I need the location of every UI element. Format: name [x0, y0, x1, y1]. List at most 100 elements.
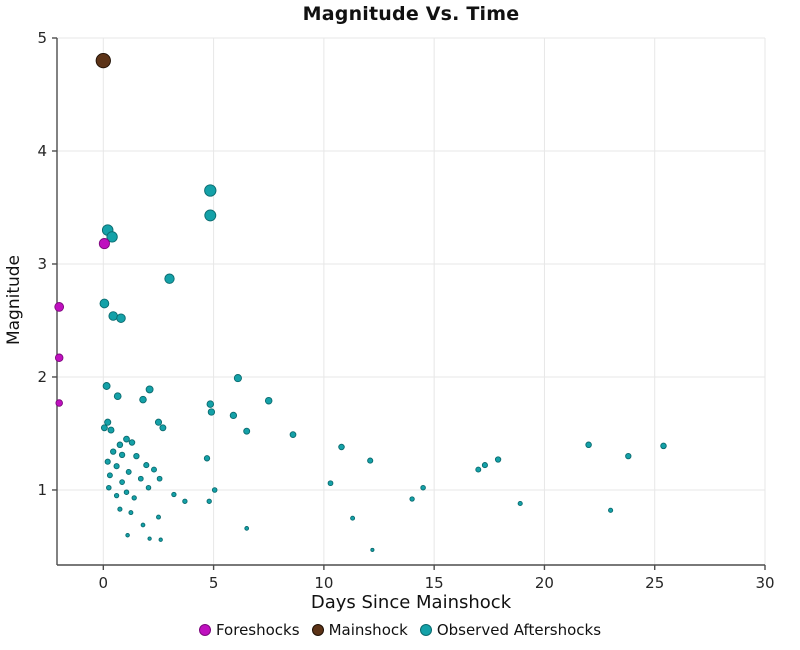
data-point-observed-aftershocks [110, 448, 117, 455]
legend-label: Foreshocks [215, 621, 300, 639]
data-point-observed-aftershocks [99, 298, 110, 309]
data-point-observed-aftershocks [289, 431, 297, 438]
data-point-observed-aftershocks [171, 491, 177, 498]
data-point-foreshocks [54, 302, 65, 312]
data-point-observed-aftershocks [123, 489, 130, 495]
legend-item-observed-aftershocks: Observed Aftershocks [419, 621, 602, 639]
data-point-observed-aftershocks [107, 426, 115, 434]
x-tick-label: 30 [755, 574, 774, 592]
data-point-observed-aftershocks [264, 396, 273, 405]
legend: Foreshocks Mainshock Observed Aftershocks [0, 621, 800, 639]
data-point-observed-aftershocks [139, 395, 147, 404]
data-point-observed-aftershocks [125, 468, 132, 475]
data-point-observed-aftershocks [350, 515, 356, 521]
legend-dot-mainshock [311, 624, 324, 636]
data-point-observed-aftershocks [123, 435, 130, 443]
data-point-observed-aftershocks [204, 209, 217, 222]
data-point-observed-aftershocks [116, 313, 126, 323]
data-point-observed-aftershocks [116, 441, 124, 449]
data-point-observed-aftershocks [147, 536, 152, 541]
data-point-observed-aftershocks [145, 385, 154, 394]
data-point-observed-aftershocks [585, 441, 592, 449]
data-point-observed-aftershocks [104, 418, 112, 426]
data-point-observed-aftershocks [113, 492, 120, 499]
data-point-observed-aftershocks [244, 526, 250, 531]
data-point-observed-aftershocks [106, 484, 112, 491]
y-tick-label: 3 [37, 255, 47, 273]
data-point-observed-aftershocks [338, 443, 345, 451]
x-tick-label: 15 [425, 574, 444, 592]
data-point-observed-aftershocks [370, 547, 375, 552]
x-tick-label: 5 [209, 574, 219, 592]
data-point-observed-aftershocks [140, 522, 146, 528]
data-point-observed-aftershocks [233, 374, 242, 383]
legend-dot-foreshocks [198, 624, 211, 636]
data-point-observed-aftershocks [151, 466, 157, 473]
data-point-observed-aftershocks [481, 462, 488, 469]
y-tick-label: 2 [37, 368, 47, 386]
data-point-observed-aftershocks [145, 484, 152, 491]
data-point-observed-aftershocks [143, 462, 150, 469]
data-point-observed-aftershocks [625, 452, 632, 460]
data-point-observed-aftershocks [206, 498, 212, 504]
data-point-observed-aftershocks [367, 457, 374, 464]
y-tick-label: 5 [37, 29, 47, 47]
data-point-observed-aftershocks [211, 487, 218, 493]
data-point-observed-aftershocks [117, 506, 123, 512]
x-tick-label: 10 [314, 574, 333, 592]
data-point-observed-aftershocks [113, 463, 120, 470]
data-point-observed-aftershocks [137, 475, 144, 482]
data-point-observed-aftershocks [131, 495, 137, 501]
data-point-observed-aftershocks [164, 273, 175, 284]
data-point-observed-aftershocks [102, 382, 111, 390]
data-point-observed-aftershocks [203, 455, 211, 462]
legend-item-foreshocks: Foreshocks [198, 621, 300, 639]
data-point-observed-aftershocks [100, 424, 108, 432]
legend-dot-observed-aftershocks [419, 624, 432, 636]
data-point-foreshocks [55, 399, 63, 407]
data-point-observed-aftershocks [159, 424, 167, 432]
data-point-observed-aftershocks [243, 427, 251, 435]
data-point-observed-aftershocks [108, 311, 118, 321]
data-point-observed-aftershocks [608, 507, 614, 513]
legend-item-mainshock: Mainshock [311, 621, 408, 639]
x-tick-label: 0 [99, 574, 109, 592]
x-tick-label: 20 [535, 574, 554, 592]
data-point-observed-aftershocks [118, 451, 126, 459]
x-tick-label: 25 [645, 574, 664, 592]
data-point-observed-aftershocks [125, 532, 130, 538]
data-point-observed-aftershocks [494, 456, 502, 463]
legend-label: Observed Aftershocks [436, 621, 602, 639]
data-point-foreshocks [98, 238, 110, 250]
data-point-observed-aftershocks [475, 466, 482, 473]
data-point-observed-aftershocks [119, 479, 125, 485]
data-point-observed-aftershocks [156, 514, 161, 520]
data-point-observed-aftershocks [660, 442, 667, 450]
data-point-observed-aftershocks [420, 484, 426, 491]
data-point-observed-aftershocks [154, 418, 163, 426]
data-point-observed-aftershocks [156, 475, 163, 482]
data-point-observed-aftershocks [207, 408, 216, 416]
data-point-foreshocks [54, 353, 64, 363]
data-point-observed-aftershocks [229, 411, 238, 420]
data-point-mainshock [95, 52, 111, 69]
data-point-observed-aftershocks [327, 480, 334, 487]
data-point-observed-aftershocks [204, 184, 217, 197]
data-point-observed-aftershocks [128, 510, 134, 516]
y-tick-label: 1 [37, 481, 47, 499]
data-point-observed-aftershocks [104, 458, 111, 465]
data-point-observed-aftershocks [113, 392, 122, 401]
data-point-observed-aftershocks [517, 500, 523, 507]
data-point-observed-aftershocks [106, 472, 113, 479]
y-tick-label: 4 [37, 142, 47, 160]
data-point-observed-aftershocks [106, 231, 118, 243]
data-point-observed-aftershocks [409, 496, 415, 502]
legend-label: Mainshock [328, 621, 408, 639]
data-point-observed-aftershocks [182, 498, 188, 504]
chart-title: Magnitude Vs. Time [302, 3, 520, 25]
x-axis-label: Days Since Mainshock [310, 592, 512, 613]
data-point-observed-aftershocks [206, 400, 215, 408]
data-point-observed-aftershocks [158, 537, 163, 542]
